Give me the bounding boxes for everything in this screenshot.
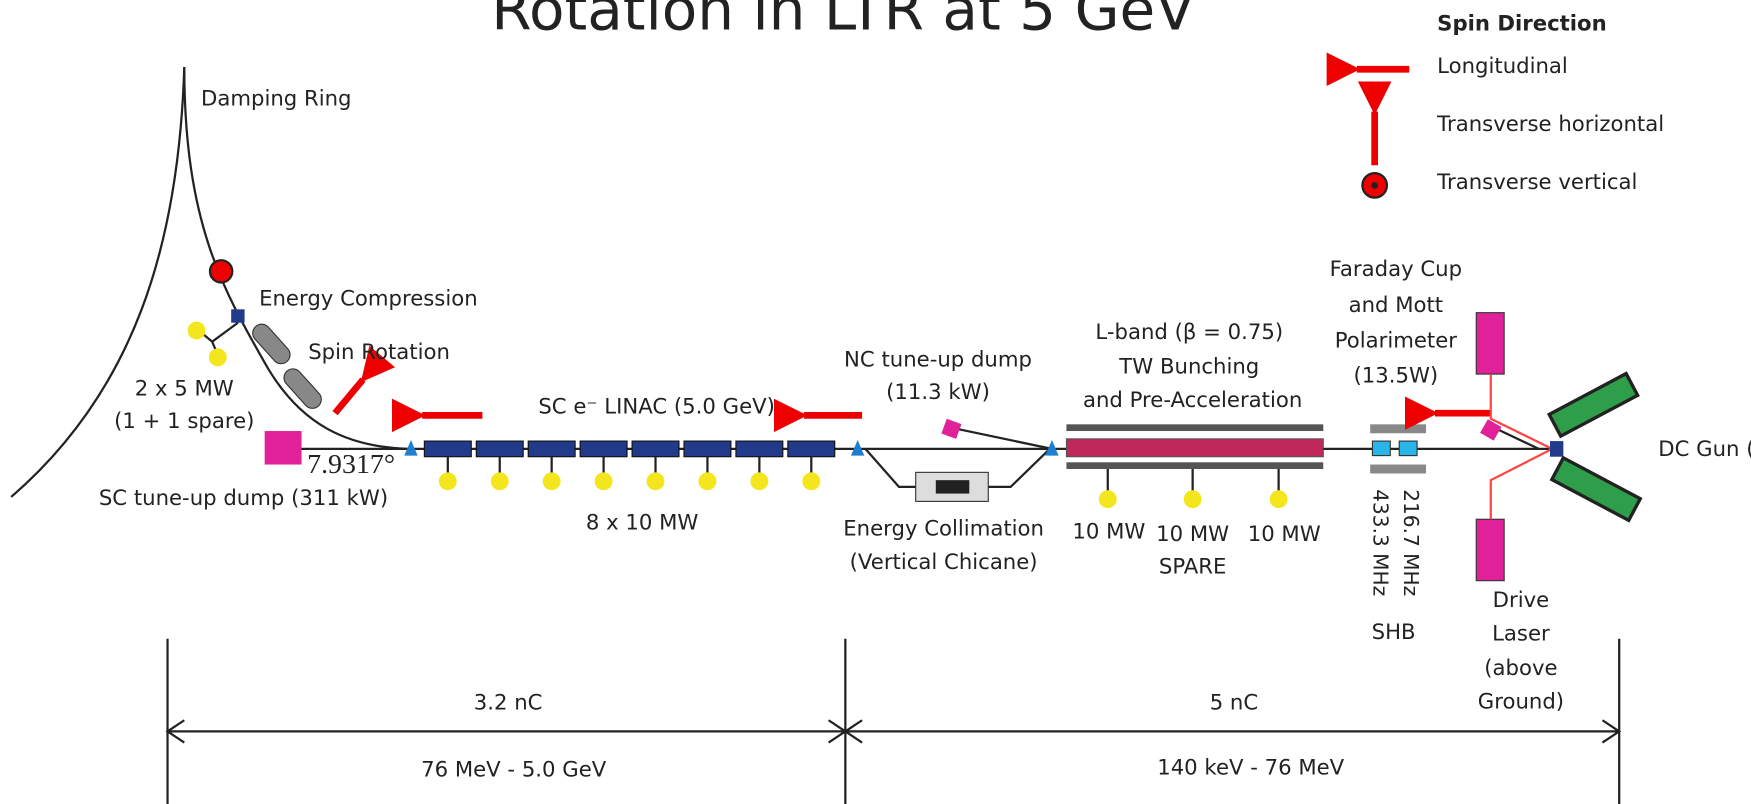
klystron: [187, 321, 206, 340]
label: Polarimeter: [1335, 329, 1458, 354]
label: Spin Rotation: [308, 340, 450, 365]
cavity: [283, 368, 322, 409]
label: SHB: [1372, 620, 1416, 645]
angle: 7.9317°: [307, 449, 395, 480]
cryomodule: [423, 440, 472, 458]
label: (11.3 kW): [886, 380, 990, 405]
label: and Pre-Acceleration: [1083, 388, 1302, 413]
klystron: [750, 472, 769, 491]
label: Energy Compression: [259, 286, 478, 311]
shb: [1398, 440, 1418, 457]
laser: [1475, 518, 1505, 582]
magnet: [850, 439, 865, 456]
label: and Mott: [1349, 293, 1444, 318]
cryomodule: [631, 440, 680, 458]
dump: [264, 431, 302, 465]
label: TW Bunching: [1118, 354, 1259, 379]
dipole: [231, 309, 245, 323]
dump: [1480, 419, 1502, 441]
buncher: [1065, 438, 1324, 458]
klystron: [438, 472, 457, 491]
label: (Vertical Chicane): [850, 550, 1038, 575]
section-charge: 3.2 nC: [474, 691, 543, 716]
stripe: [1066, 462, 1324, 469]
section-energy: 76 MeV - 5.0 GeV: [421, 757, 607, 782]
label: DC Gun (2x): [1658, 437, 1751, 462]
legend-item: Longitudinal: [1437, 54, 1568, 79]
label: (13.5W): [1353, 363, 1438, 388]
label: SPARE: [1159, 554, 1227, 579]
klystron: [646, 472, 665, 491]
label: Drive: [1493, 588, 1550, 613]
shb: [1370, 424, 1427, 434]
klystron: [802, 472, 821, 491]
legend-title: Spin Direction: [1437, 12, 1607, 37]
linac: [423, 440, 836, 491]
klystron: [594, 472, 613, 491]
cryomodule: [579, 440, 628, 458]
klystron: [1098, 490, 1117, 509]
title: Rotation in LTR at 5 GeV: [491, 0, 1195, 44]
cavity: [252, 323, 291, 365]
label: Damping Ring: [201, 86, 351, 111]
gun: [1549, 441, 1564, 457]
label: 10 MW: [1156, 522, 1229, 547]
cryomodule: [787, 440, 836, 458]
cryomodule: [735, 440, 784, 458]
label: SC tune-up dump (311 kW): [99, 486, 388, 511]
klystron: [208, 348, 227, 367]
label: 216.7 MHz: [1399, 489, 1423, 596]
arc: [183, 66, 408, 451]
legend-item: Transverse horizontal: [1436, 112, 1664, 137]
section-energy: 140 keV - 76 MeV: [1157, 755, 1344, 780]
label: 433.3 MHz: [1369, 489, 1393, 596]
label: Laser: [1492, 621, 1550, 646]
ring: [10, 66, 186, 498]
spin-arrow: [332, 345, 396, 416]
magnet: [404, 439, 418, 456]
stripe: [1066, 424, 1324, 432]
cryomodule: [683, 440, 732, 458]
label: 2 x 5 MW: [135, 377, 234, 402]
collimator: [935, 480, 970, 494]
label: (1 + 1 spare): [114, 409, 254, 434]
label: Faraday Cup: [1330, 257, 1462, 282]
label: 10 MW: [1072, 520, 1145, 545]
magnet: [1045, 439, 1059, 456]
label: (above: [1484, 656, 1557, 681]
gun: [1546, 371, 1640, 439]
label: SC e⁻ LINAC (5.0 GeV): [538, 395, 775, 420]
spin-dot: [208, 259, 234, 284]
dump-line: [1495, 427, 1540, 450]
shb: [1371, 440, 1391, 457]
klystron: [490, 472, 509, 491]
label: Ground): [1478, 689, 1564, 714]
klystron: [1183, 490, 1202, 509]
dump: [941, 418, 962, 439]
cryomodule: [475, 440, 524, 458]
legend-dot: [1371, 182, 1378, 189]
laser-path: [1489, 374, 1553, 520]
section-charge: 5 nC: [1210, 691, 1258, 716]
gun: [1549, 455, 1643, 523]
label: NC tune-up dump: [844, 348, 1032, 373]
dump-line: [951, 426, 1053, 450]
cryomodule: [527, 440, 576, 458]
label: L-band (β = 0.75): [1095, 320, 1283, 345]
shb: [1370, 464, 1427, 474]
klystron: [1269, 490, 1288, 509]
klystron: [698, 472, 717, 491]
dimension: [165, 638, 1622, 804]
legend-item: Transverse vertical: [1436, 170, 1637, 195]
klystron: [542, 472, 561, 491]
laser: [1475, 312, 1505, 375]
label: 8 x 10 MW: [586, 511, 699, 536]
label: Energy Collimation: [843, 516, 1044, 541]
label: 10 MW: [1248, 522, 1321, 547]
